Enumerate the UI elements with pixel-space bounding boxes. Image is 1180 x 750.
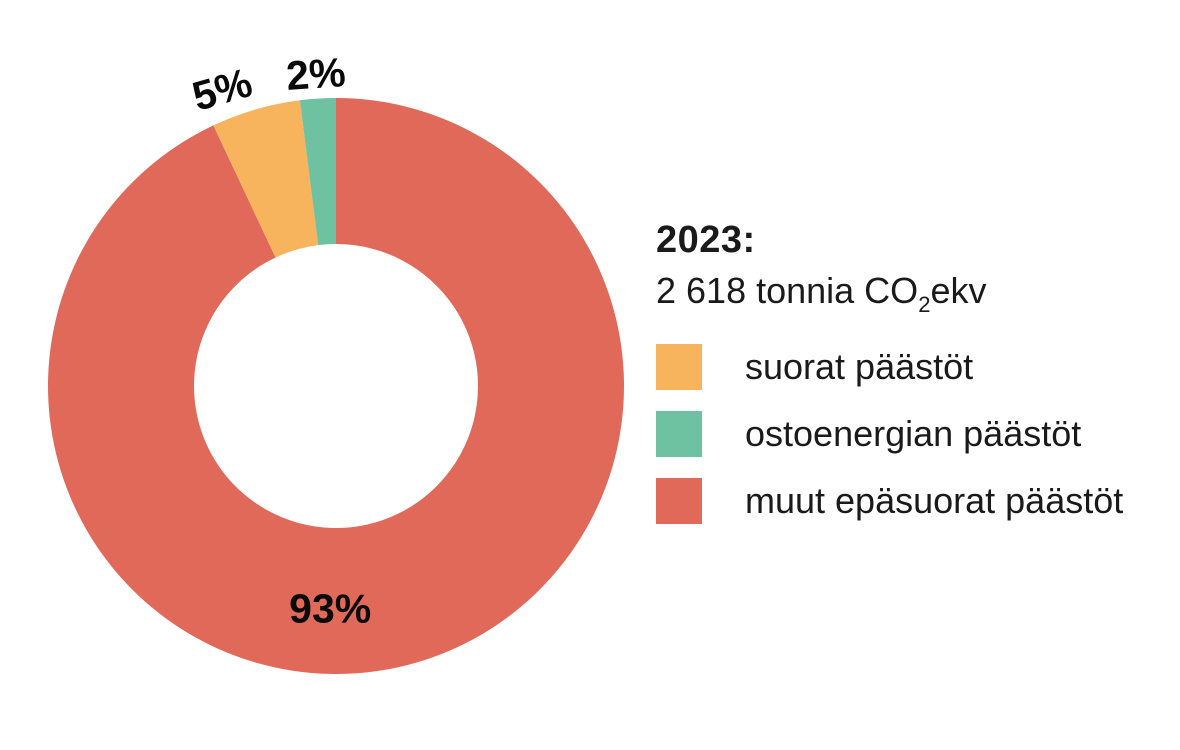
legend-item-muut-epäsuorat-päästöt: muut epäsuorat päästöt bbox=[656, 478, 1123, 524]
donut-slice-suorat-päästöt bbox=[213, 100, 319, 258]
legend-swatch-icon bbox=[656, 411, 702, 457]
legend-item-label: ostoenergian päästöt bbox=[745, 413, 1082, 454]
slice-percent-label: 5% bbox=[187, 59, 257, 120]
slice-percent-label: 93% bbox=[289, 585, 371, 631]
subtitle-subscript: 2 bbox=[918, 291, 931, 317]
chart-title-year: 2023: bbox=[656, 219, 756, 261]
subtitle-prefix: 2 618 tonnia CO bbox=[656, 269, 919, 311]
subtitle-suffix: ekv bbox=[930, 269, 987, 311]
legend-swatch-icon bbox=[656, 478, 702, 524]
legend-item-label: suorat päästöt bbox=[745, 346, 974, 387]
donut-slice-muut-epäsuorat-päästöt bbox=[47, 98, 625, 675]
slice-percent-label: 2% bbox=[285, 49, 347, 99]
chart-header: 2023: 2 618 tonnia CO2ekv bbox=[656, 219, 987, 317]
legend-item-ostoenergian-päästöt: ostoenergian päästöt bbox=[656, 411, 1123, 457]
legend-swatch-icon bbox=[656, 344, 702, 390]
legend-item-suorat-päästöt: suorat päästöt bbox=[656, 344, 1123, 390]
chart-subtitle: 2 618 tonnia CO2ekv bbox=[656, 269, 987, 317]
legend: suorat päästöt ostoenergian päästöt muut e… bbox=[656, 344, 1123, 524]
legend-item-label: muut epäsuorat päästöt bbox=[745, 480, 1124, 521]
donut-slice-ostoenergian-päästöt bbox=[299, 98, 336, 246]
